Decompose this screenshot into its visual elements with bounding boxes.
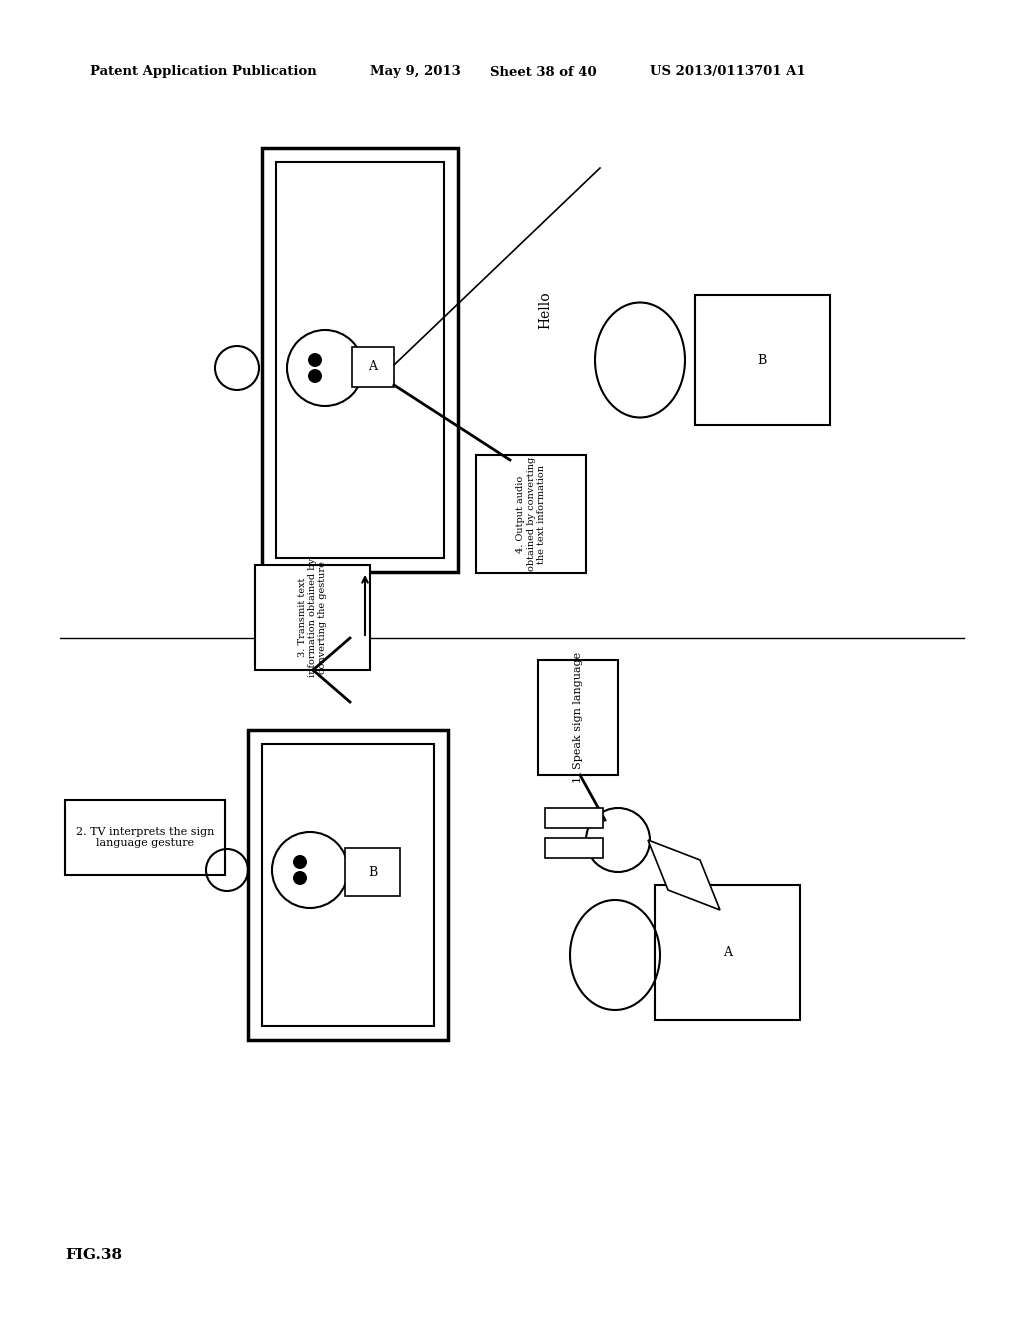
Bar [655, 884, 800, 1020]
Text: 2. TV interprets the sign
language gesture: 2. TV interprets the sign language gestu… [76, 826, 214, 849]
Bar [345, 847, 400, 896]
Text: Hello: Hello [538, 292, 552, 329]
Bar [276, 162, 444, 558]
Text: A: A [723, 946, 732, 960]
Text: A: A [369, 360, 378, 374]
Bar [538, 660, 618, 775]
Text: US 2013/0113701 A1: US 2013/0113701 A1 [650, 66, 806, 78]
Text: B: B [368, 866, 377, 879]
Bar [545, 838, 603, 858]
Text: May 9, 2013: May 9, 2013 [370, 66, 461, 78]
Text: 3. Transmit text
information obtained by
converting the gesture: 3. Transmit text information obtained by… [298, 558, 328, 677]
Bar [476, 455, 586, 573]
Bar [262, 148, 458, 572]
Bar [255, 565, 370, 671]
Bar [352, 347, 394, 387]
Circle shape [293, 871, 307, 884]
Bar [695, 294, 830, 425]
Polygon shape [648, 840, 720, 909]
Bar [65, 800, 225, 875]
Text: 1. Speak sign language: 1. Speak sign language [573, 652, 583, 783]
Bar [262, 744, 434, 1026]
Bar [545, 808, 603, 828]
Text: 4. Output audio
obtained by converting
the text information: 4. Output audio obtained by converting t… [516, 457, 546, 572]
Circle shape [308, 352, 322, 367]
Text: B: B [758, 354, 767, 367]
Circle shape [293, 855, 307, 869]
Bar [248, 730, 449, 1040]
Circle shape [308, 370, 322, 383]
Text: Patent Application Publication: Patent Application Publication [90, 66, 316, 78]
Text: Sheet 38 of 40: Sheet 38 of 40 [490, 66, 597, 78]
Text: FIG.38: FIG.38 [65, 1247, 122, 1262]
